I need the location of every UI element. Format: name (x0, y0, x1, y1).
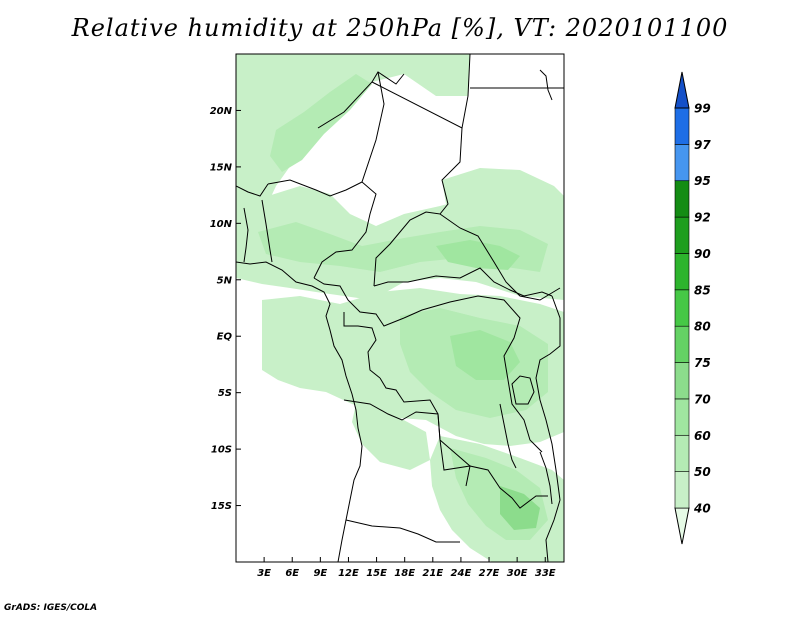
border-south-sudan (439, 213, 561, 301)
border-chad-libya (371, 54, 471, 129)
latitude-axis: 20N 15N 10N 5N EQ 5S 10S 15S (210, 106, 241, 512)
lat-tick-label: 20N (210, 106, 233, 117)
coastline-west-africa (236, 261, 363, 562)
lat-tick-label: 5S (218, 388, 232, 399)
colorbar-level-label: 85 (694, 283, 711, 297)
map-title: Relative humidity at 250hPa [%], VT: 202… (71, 14, 729, 42)
colorbar-segment (674, 398, 690, 436)
border-niger-chad (313, 71, 385, 279)
colorbar-segment (674, 289, 690, 327)
colorbar-segment (674, 216, 690, 254)
lon-tick-label: 24E (451, 568, 472, 579)
border-zambia (439, 439, 548, 509)
colorbar-lower-triangle (674, 507, 690, 545)
colorbar-level-label: 99 (694, 102, 711, 116)
humidity-area-peak (450, 330, 520, 380)
lat-tick-label: EQ (217, 332, 233, 343)
lon-tick-label: 9E (313, 568, 327, 579)
colorbar-segment (674, 362, 690, 400)
lat-tick-label: 15S (211, 501, 232, 512)
coastline-red-sea (539, 69, 553, 101)
humidity-area-core (270, 74, 372, 172)
colorbar-level-label: 70 (694, 392, 711, 406)
colorbar-level-label: 50 (694, 465, 711, 479)
border-west-nigeria (267, 179, 363, 197)
border-benin-togo (261, 199, 273, 263)
colorbar-level-label: 95 (694, 174, 711, 188)
map-frame (235, 53, 565, 563)
border-gabon-congo (343, 312, 381, 379)
border-angola (343, 399, 471, 487)
lon-tick-label: 21E (422, 568, 443, 579)
border-angola-south (345, 519, 460, 543)
colorbar-segment (674, 253, 690, 291)
longitude-axis: 3E 6E 9E 12E 15E 18E 21E 24E 27E 30E 33E (257, 557, 556, 579)
colorbar-legend: 40 50 60 70 75 80 85 90 92 95 97 99 (674, 71, 711, 545)
lon-tick-label: 3E (257, 568, 271, 579)
colorbar-level-label: 90 (694, 247, 711, 261)
border-ghana (243, 207, 249, 263)
lat-tick-label: 10S (211, 445, 232, 456)
colorbar-level-label: 80 (694, 320, 711, 334)
lon-tick-label: 15E (366, 568, 387, 579)
lake-malawi (539, 451, 553, 505)
colorbar-segment (674, 107, 690, 145)
colorbar-level-label: 60 (694, 429, 711, 443)
lake-victoria (511, 375, 535, 405)
colorbar-level-label: 92 (694, 211, 711, 225)
lat-tick-label: 15N (210, 162, 233, 173)
colorbar-upper-triangle (674, 71, 690, 109)
border-drc-east (403, 295, 543, 453)
lon-tick-label: 33E (535, 568, 556, 579)
border-algeria-niger (317, 71, 405, 129)
lake-tanganyika (499, 403, 517, 469)
border-car (373, 267, 553, 297)
colorbar-segment (674, 180, 690, 218)
grads-credit: GrADS: IGES/COLA (4, 603, 98, 613)
lon-tick-label: 27E (479, 568, 500, 579)
lon-tick-label: 30E (507, 568, 528, 579)
lat-tick-label: 10N (210, 219, 233, 230)
border-east (535, 295, 561, 562)
humidity-area-peak (436, 240, 520, 270)
border-burkina (236, 183, 269, 197)
colorbar-level-label: 97 (694, 138, 711, 152)
humidity-area-east-sahel (442, 168, 564, 240)
humidity-field (236, 54, 564, 562)
lat-tick-label: 5N (217, 275, 233, 286)
political-boundaries (236, 54, 564, 562)
lon-tick-label: 6E (285, 568, 299, 579)
colorbar-segment (674, 471, 690, 509)
colorbar-level-label: 40 (693, 502, 711, 516)
colorbar-segment (674, 434, 690, 472)
border-cameroon (313, 277, 405, 327)
colorbar-level-label: 75 (694, 356, 711, 370)
humidity-area-north-band (236, 54, 470, 220)
lon-tick-label: 12E (338, 568, 359, 579)
humidity-area-sw (352, 404, 430, 470)
border-chad-sudan (373, 127, 463, 287)
lon-tick-label: 18E (394, 568, 415, 579)
colorbar-segment (674, 325, 690, 363)
colorbar-segment (674, 144, 690, 182)
